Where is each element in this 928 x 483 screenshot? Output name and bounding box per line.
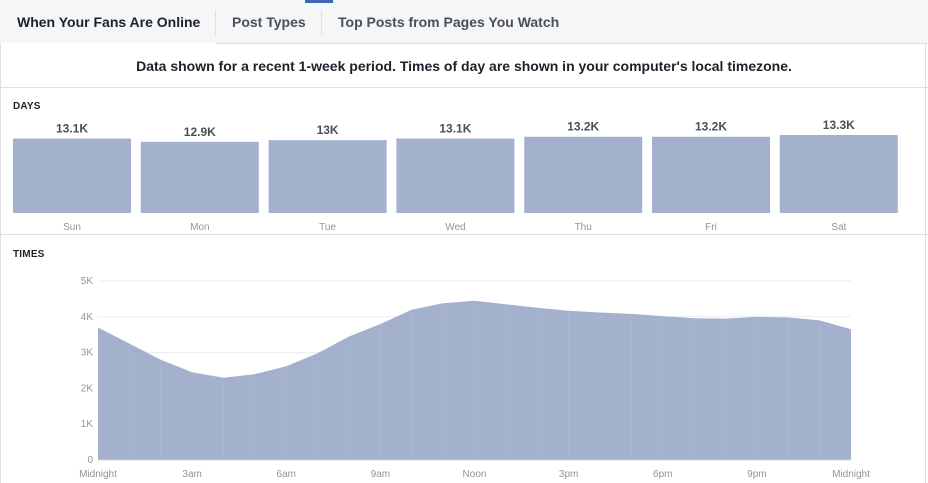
day-axis-label: Sat: [831, 222, 846, 233]
times-section-title: TIMES: [13, 249, 45, 260]
day-axis-label: Wed: [445, 222, 465, 233]
x-tick-label: 9pm: [747, 469, 766, 480]
y-tick-label: 0: [87, 455, 93, 466]
day-bar: [652, 136, 770, 213]
day-bar: [396, 138, 515, 213]
tab-post-types[interactable]: Post Types: [232, 14, 306, 30]
day-bar: [140, 141, 259, 213]
active-tab-marker: [305, 0, 333, 3]
tab-separator: [321, 10, 322, 35]
x-tick-label: 9am: [371, 469, 390, 480]
timezone-notice: Data shown for a recent 1-week period. T…: [0, 44, 928, 88]
x-tick-label: 3pm: [559, 469, 578, 480]
y-tick-label: 3K: [81, 348, 94, 359]
days-section-title: DAYS: [13, 101, 41, 112]
day-bar: [524, 136, 643, 213]
tab-top-posts[interactable]: Top Posts from Pages You Watch: [338, 14, 560, 30]
x-tick-label: Midnight: [832, 469, 870, 480]
day-value-label: 12.9K: [184, 125, 216, 139]
day-axis-label: Thu: [575, 222, 592, 233]
y-tick-label: 4K: [81, 312, 94, 323]
day-value-label: 13.3K: [823, 118, 855, 132]
x-tick-label: Midnight: [79, 469, 117, 480]
active-tab-underline: [0, 43, 216, 44]
day-axis-label: Mon: [190, 222, 209, 233]
x-tick-label: Noon: [463, 469, 487, 480]
y-tick-label: 5K: [81, 276, 94, 287]
day-bar: [779, 135, 898, 213]
x-tick-label: 6am: [277, 469, 296, 480]
days-bar-chart: 13.1K Sun 12.9K Mon 13K Tue 13.1K Wed 13.2K Thu 13…: [13, 118, 898, 233]
tab-separator: [215, 10, 216, 35]
day-axis-label: Sun: [63, 222, 81, 233]
section-divider: [0, 234, 928, 235]
day-value-label: 13.1K: [439, 121, 471, 135]
day-value-label: 13.2K: [567, 120, 599, 134]
times-area-chart: 0 1K 2K 3K 4K 5K Midnight 3am 6am 9am Noon 3pm 6pm 9p…: [79, 276, 870, 480]
tab-bar: When Your Fans Are Online Post Types Top…: [0, 0, 928, 44]
day-axis-label: Tue: [319, 222, 336, 233]
x-tick-label: 3am: [182, 469, 201, 480]
x-tick-label: 6pm: [653, 469, 672, 480]
day-axis-label: Fri: [705, 222, 717, 233]
tab-when-fans-online[interactable]: When Your Fans Are Online: [17, 14, 201, 30]
day-value-label: 13K: [317, 123, 339, 137]
day-value-label: 13.1K: [56, 121, 88, 135]
day-bar: [13, 138, 131, 213]
day-value-label: 13.2K: [695, 120, 727, 134]
day-bar: [268, 140, 387, 213]
y-tick-label: 1K: [81, 419, 94, 430]
y-tick-label: 2K: [81, 383, 94, 394]
